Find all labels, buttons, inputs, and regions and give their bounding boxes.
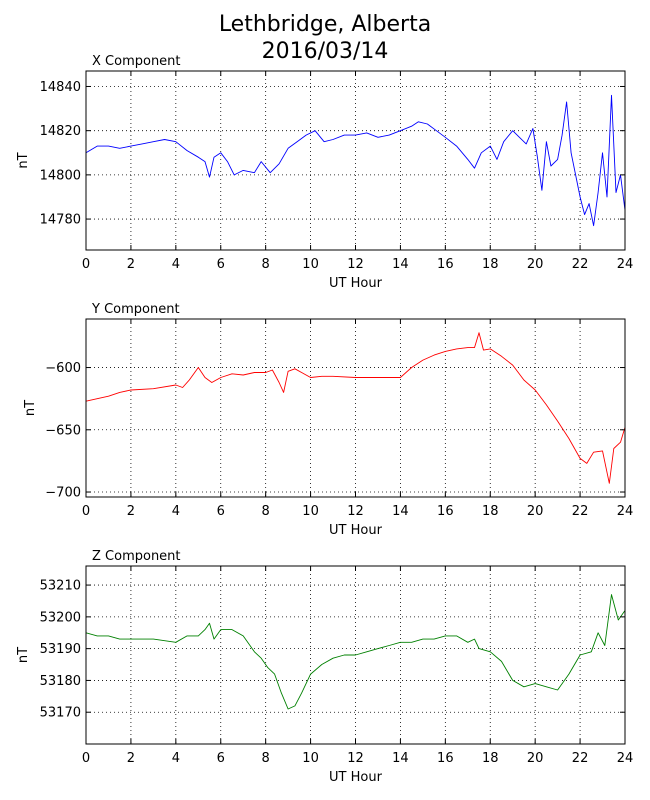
panel2-xtick-label-22: 22 (572, 504, 589, 519)
panel1-title: X Component (92, 54, 181, 69)
panel3-ytick-label-53210: 53210 (40, 579, 81, 594)
panel1-xtick-label-8: 8 (262, 257, 270, 272)
panel3-xtick-label-0: 0 (82, 751, 90, 766)
panel3-xtick-label-6: 6 (217, 751, 225, 766)
panel3-xtick-label-18: 18 (482, 751, 499, 766)
panel1-ylabel: nT (16, 152, 31, 168)
panel3-ylabel: nT (16, 647, 31, 663)
chart-title-line2: 2016/03/14 (261, 39, 389, 64)
panel2-xtick-label-10: 10 (302, 504, 319, 519)
panel3-title: Z Component (92, 549, 181, 564)
panel2-xlabel: UT Hour (329, 523, 383, 538)
panel1-xtick-label-2: 2 (127, 257, 135, 272)
panel2-xtick-label-14: 14 (392, 504, 409, 519)
panel2-ytick-label--600: −600 (45, 361, 81, 376)
panel3-xtick-label-8: 8 (262, 751, 270, 766)
panel1-ytick-label-14780: 14780 (40, 213, 81, 228)
panel1-xtick-label-4: 4 (172, 257, 180, 272)
panel1-xtick-label-18: 18 (482, 257, 499, 272)
panel1-xtick-label-16: 16 (437, 257, 454, 272)
panel1-ytick-label-14840: 14840 (40, 80, 81, 95)
panel2-xtick-label-6: 6 (217, 504, 225, 519)
panel3-xtick-label-22: 22 (572, 751, 589, 766)
panel3-xtick-label-14: 14 (392, 751, 409, 766)
panel3-xlabel: UT Hour (329, 770, 383, 785)
chart-title-line1: Lethbridge, Alberta (218, 12, 432, 37)
panel2-xtick-label-2: 2 (127, 504, 135, 519)
panel2-xtick-label-12: 12 (347, 504, 364, 519)
panel2-xtick-label-4: 4 (172, 504, 180, 519)
panel1-plot-area (86, 71, 625, 250)
panel1-series-line-0 (85, 94, 626, 227)
panel3-series-line-0 (85, 594, 626, 710)
panel1-xtick-label-10: 10 (302, 257, 319, 272)
panel1-ytick-label-14820: 14820 (40, 124, 81, 139)
panel1-xtick-label-24: 24 (617, 257, 634, 272)
panel1-xtick-label-14: 14 (392, 257, 409, 272)
panel3-xtick-label-24: 24 (617, 751, 634, 766)
panel1-xtick-label-12: 12 (347, 257, 364, 272)
panel2-xtick-label-24: 24 (617, 504, 634, 519)
panel3-ytick-label-53180: 53180 (40, 674, 81, 689)
panel3-xtick-label-10: 10 (302, 751, 319, 766)
panel2-xtick-label-20: 20 (527, 504, 544, 519)
panel3-xtick-label-2: 2 (127, 751, 135, 766)
panel2-series-line-0 (85, 332, 626, 484)
panel2-xtick-label-8: 8 (262, 504, 270, 519)
panel3-ytick-label-53200: 53200 (40, 610, 81, 625)
panel1-xtick-label-0: 0 (82, 257, 90, 272)
panel2-xtick-label-0: 0 (82, 504, 90, 519)
panel3-ytick-label-53190: 53190 (40, 642, 81, 657)
panel3-xtick-label-4: 4 (172, 751, 180, 766)
panel2-xtick-label-16: 16 (437, 504, 454, 519)
panel3-xtick-label-16: 16 (437, 751, 454, 766)
panel2-ytick-label--650: −650 (45, 423, 81, 438)
panel3-xtick-label-12: 12 (347, 751, 364, 766)
panel1-ytick-label-14800: 14800 (40, 168, 81, 183)
panel1-xtick-label-22: 22 (572, 257, 589, 272)
panel2-title: Y Component (91, 302, 180, 317)
panel2-ytick-label--700: −700 (45, 486, 81, 501)
panel2-xtick-label-18: 18 (482, 504, 499, 519)
panel1-xtick-label-20: 20 (527, 257, 544, 272)
panel3-xtick-label-20: 20 (527, 751, 544, 766)
panel1-xtick-label-6: 6 (217, 257, 225, 272)
panel1-xlabel: UT Hour (329, 276, 383, 291)
panel3-ytick-label-53170: 53170 (40, 706, 81, 721)
panel2-ylabel: nT (23, 400, 38, 416)
